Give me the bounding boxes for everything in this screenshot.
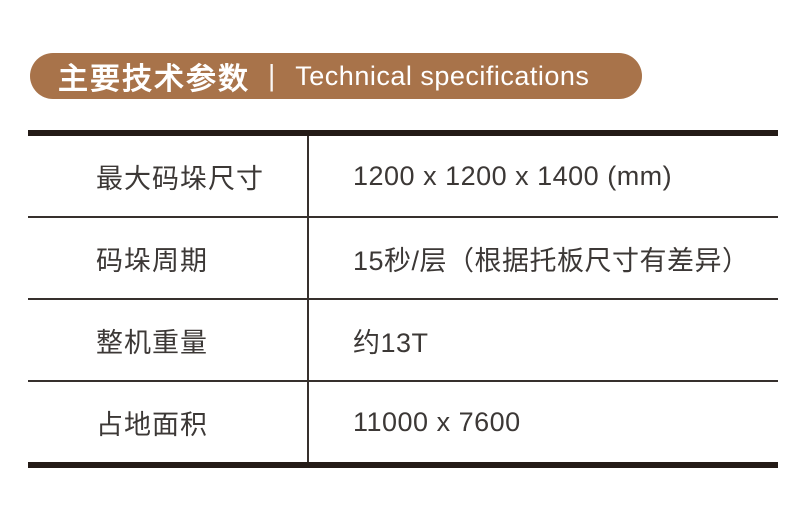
table-row: 占地面积 11000 x 7600 <box>28 382 778 462</box>
spec-value: 11000 x 7600 <box>353 406 521 437</box>
section-title-en: Technical specifications <box>295 60 590 91</box>
spec-value: 1200 x 1200 x 1400 (mm) <box>353 160 673 191</box>
table-row: 最大码垛尺寸 1200 x 1200 x 1400 (mm) <box>28 136 778 218</box>
section-title-zh: 主要技术参数 <box>58 63 250 96</box>
section-header: 主要技术参数 | Technical specifications <box>30 53 642 99</box>
spec-value: 约13T <box>353 327 429 358</box>
table-row: 码垛周期 15秒/层（根据托板尺寸有差异） <box>28 218 778 300</box>
spec-value: 15秒/层（根据托板尺寸有差异） <box>353 245 750 276</box>
spec-label: 整机重量 <box>28 300 309 380</box>
spec-label: 最大码垛尺寸 <box>28 136 309 216</box>
spec-table: 最大码垛尺寸 1200 x 1200 x 1400 (mm) 码垛周期 15秒/… <box>28 130 778 468</box>
table-row: 整机重量 约13T <box>28 300 778 382</box>
spec-label: 码垛周期 <box>28 218 309 298</box>
header-separator: | <box>268 59 276 92</box>
spec-label: 占地面积 <box>28 382 309 462</box>
